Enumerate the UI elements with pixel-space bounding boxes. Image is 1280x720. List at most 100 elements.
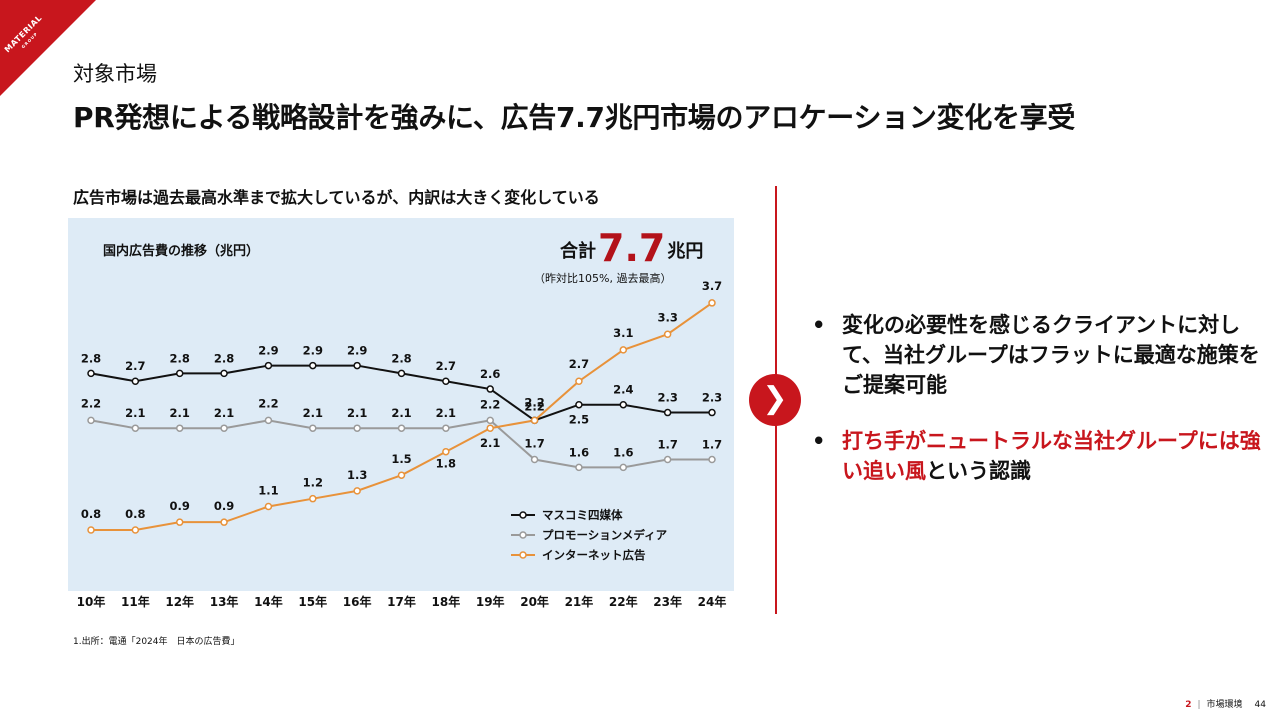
internet-data-label: 3.3: [657, 310, 677, 324]
internet-data-point: [264, 502, 273, 511]
internet-data-label: 0.8: [81, 507, 101, 521]
mass-data-label: 2.6: [480, 367, 500, 381]
promo-data-point: [486, 416, 494, 425]
mass-data-point: [442, 377, 450, 385]
internet-data-point: [87, 526, 95, 534]
x-tick-label: 20年: [520, 594, 549, 609]
mass-data-point: [87, 369, 95, 378]
x-tick-label: 24年: [698, 594, 727, 609]
promo-data-point: [708, 455, 716, 464]
internet-data-label: 2.1: [480, 436, 500, 450]
legend-label: プロモーションメディア: [542, 528, 668, 542]
promo-data-label: 2.1: [436, 406, 456, 420]
promo-data-point: [442, 424, 450, 432]
footer-section: 市場環境: [1206, 700, 1243, 710]
x-tick-label: 10年: [77, 594, 106, 609]
internet-data-point: [486, 424, 494, 432]
internet-data-label: 2.7: [569, 357, 589, 371]
promo-data-point: [220, 424, 228, 432]
promo-data-label: 2.2: [258, 396, 278, 410]
promo-data-label: 2.2: [81, 396, 101, 410]
promo-data-label: 1.7: [702, 438, 722, 452]
promo-data-point: [353, 424, 361, 432]
total-value: 7.7: [598, 226, 666, 270]
legend-swatch-marker: [519, 551, 527, 559]
mass-data-label: 2.3: [657, 391, 677, 405]
promo-data-label: 2.2: [480, 397, 500, 411]
promo-data-label: 2.1: [125, 406, 145, 420]
bullet-dot: •: [812, 313, 826, 337]
promo-data-point: [264, 416, 273, 425]
legend-label: インターネット広告: [542, 548, 646, 562]
promo-data-label: 2.1: [347, 406, 367, 420]
internet-data-point: [220, 518, 228, 526]
mass-data-label: 2.9: [258, 344, 278, 358]
internet-data-label: 1.1: [258, 484, 278, 498]
mass-data-point: [575, 400, 583, 409]
x-tick-label: 16年: [343, 594, 372, 609]
legend-label: マスコミ四媒体: [542, 508, 623, 522]
internet-data-point: [575, 377, 583, 385]
footer-separator: |: [1197, 700, 1201, 710]
internet-data-label: 0.9: [170, 499, 190, 513]
x-tick-label: 22年: [609, 594, 638, 609]
internet-data-point: [663, 330, 672, 338]
promo-data-point: [131, 424, 140, 432]
legend-swatch-marker: [519, 531, 527, 539]
bullet-list: • 変化の必要性を感じるクライアントに対して、当社グループはフラットに最適な施策…: [812, 310, 1262, 512]
total-prefix: 合計: [560, 241, 596, 262]
promo-data-label: 1.7: [657, 438, 677, 452]
promo-data-point: [530, 455, 539, 464]
brand-corner: [0, 0, 96, 96]
promo-data-point: [397, 424, 406, 432]
x-tick-label: 17年: [387, 594, 416, 609]
promo-data-label: 2.1: [170, 406, 190, 420]
mass-data-point: [131, 377, 140, 385]
promo-data-point: [663, 455, 672, 464]
page-title: PR発想による戦略設計を強みに、広告7.7兆円市場のアロケーション変化を享受: [73, 101, 1076, 134]
bullet-text-rest: という認識: [926, 459, 1031, 483]
x-tick-label: 14年: [254, 594, 283, 609]
footer: 2 | 市場環境 44: [1185, 697, 1266, 710]
internet-data-label: 0.8: [125, 507, 145, 521]
x-tick-label: 12年: [165, 594, 194, 609]
promo-data-label: 2.1: [303, 406, 323, 420]
internet-data-point: [309, 494, 317, 503]
mass-data-label: 2.7: [125, 359, 145, 373]
mass-data-point: [220, 369, 228, 378]
promo-data-point: [175, 424, 184, 432]
promo-data-label: 2.1: [214, 406, 234, 420]
mass-data-label: 2.9: [347, 344, 367, 358]
internet-data-point: [708, 299, 716, 307]
mass-data-label: 2.3: [702, 391, 722, 405]
internet-data-label: 0.9: [214, 499, 234, 513]
bullet-highlight: 打ち手がニュートラルな当社グループには強い追い風: [842, 429, 1261, 483]
mass-data-point: [486, 385, 494, 393]
footer-page-number: 2: [1185, 700, 1192, 710]
x-tick-label: 19年: [476, 594, 505, 609]
mass-data-label: 2.9: [303, 344, 323, 358]
bullet-item: • 変化の必要性を感じるクライアントに対して、当社グループはフラットに最適な施策…: [812, 310, 1262, 400]
mass-data-label: 2.7: [436, 359, 456, 373]
mass-data-label: 2.2: [524, 395, 544, 409]
bullet-item: • 打ち手がニュートラルな当社グループには強い追い風という認識: [812, 426, 1262, 486]
mass-data-label: 2.8: [81, 351, 101, 365]
x-tick-label: 15年: [298, 594, 327, 609]
mass-data-label: 2.8: [214, 351, 234, 365]
internet-data-label: 1.5: [391, 452, 411, 466]
promo-data-point: [309, 424, 317, 432]
mass-data-point: [309, 361, 317, 370]
mass-data-point: [619, 400, 628, 409]
internet-data-point: [442, 447, 450, 456]
x-tick-label: 21年: [565, 594, 594, 609]
x-tick-label: 11年: [121, 594, 150, 609]
chart-subheading: 広告市場は過去最高水準まで拡大しているが、内訳は大きく変化している: [73, 188, 600, 207]
x-tick-label: 23年: [653, 594, 682, 609]
internet-data-label: 1.3: [347, 468, 367, 482]
bullet-dot: •: [812, 429, 826, 453]
mass-data-point: [708, 408, 716, 417]
promo-data-point: [619, 463, 628, 472]
mass-data-point: [663, 408, 672, 417]
total-note: （昨対比105%, 過去最高）: [534, 272, 672, 285]
